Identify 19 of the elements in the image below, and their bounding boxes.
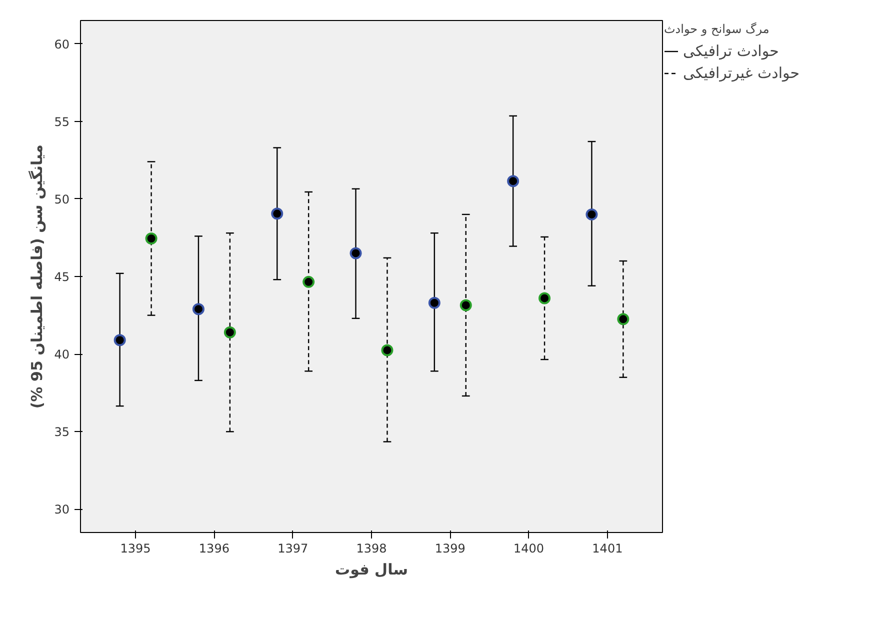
y-tick-label: 40 (54, 348, 70, 362)
y-tick-label: 35 (54, 425, 70, 440)
x-tick-label: 1400 (514, 542, 544, 556)
x-tick-label: 1397 (278, 542, 308, 556)
y-tick-label: 50 (54, 192, 70, 206)
x-tick-label: 1395 (120, 542, 151, 556)
legend-title: مرگ سوانح و حوادث (664, 22, 770, 36)
y-tick-label: 30 (54, 502, 70, 517)
y-axis-title: میانگین سن (فاصله اطمینان 95 %) (28, 144, 46, 409)
y-tick-label: 60 (54, 37, 70, 52)
x-tick-label: 1401 (592, 542, 623, 556)
x-tick-label: 1399 (434, 542, 466, 556)
x-axis-title: سال فوت (335, 560, 408, 578)
y-tick-label: 55 (54, 114, 70, 129)
legend-label: حوادث ترافیکی (683, 42, 779, 60)
x-tick-label: 1398 (356, 542, 387, 556)
y-tick-label: 45 (54, 270, 70, 284)
legend-label: حوادث غیرترافیکی (683, 64, 800, 82)
x-tick-label: 1396 (198, 542, 230, 556)
